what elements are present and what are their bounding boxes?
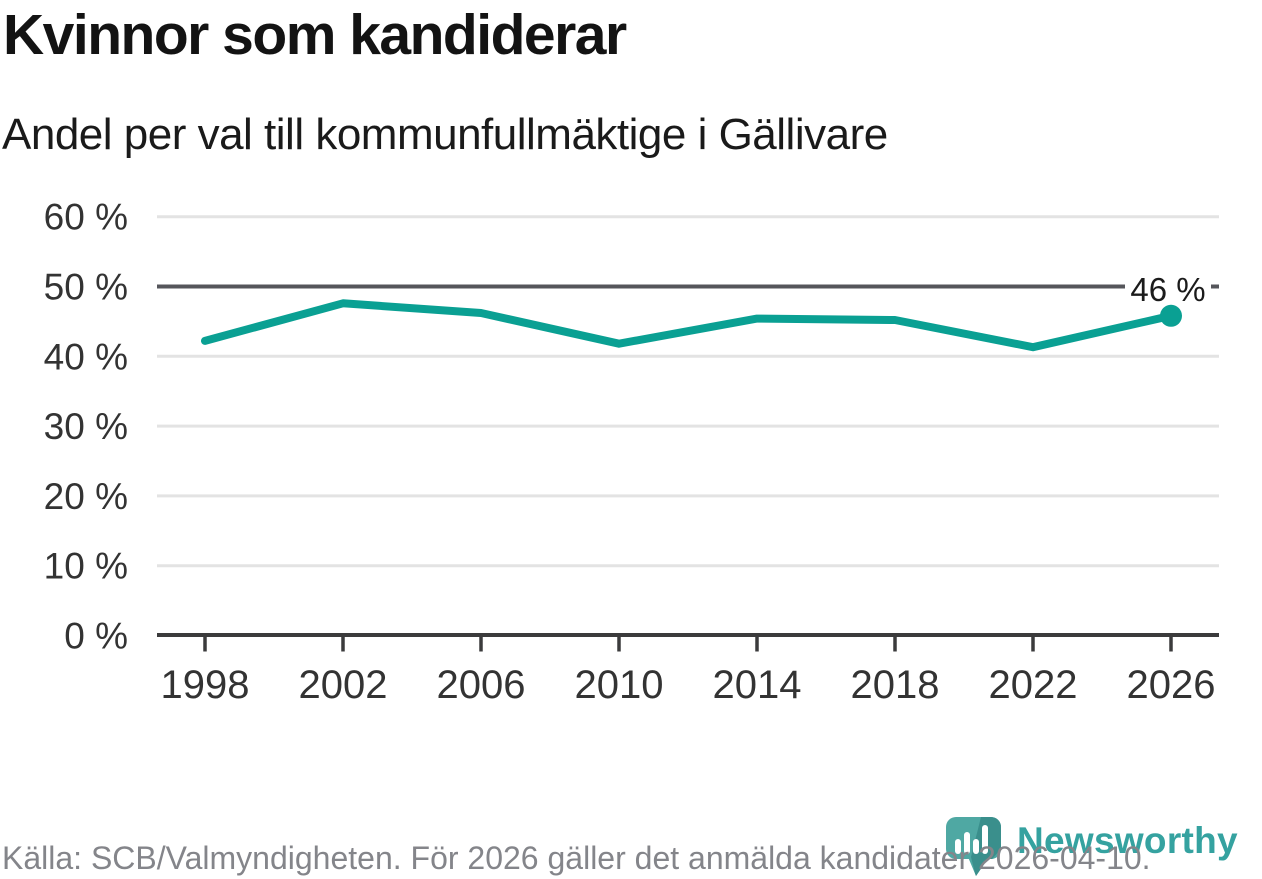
newsworthy-pin-icon	[946, 817, 1001, 876]
newsworthy-logo: Newsworthy	[946, 817, 1238, 877]
y-tick-label: 50 %	[44, 267, 128, 308]
x-tick-label: 2006	[437, 663, 526, 707]
y-tick-label: 40 %	[44, 336, 128, 377]
y-tick-label: 10 %	[44, 546, 128, 587]
chart-subtitle: Andel per val till kommunfullmäktige i G…	[2, 110, 888, 159]
end-value-label: 46 %	[1130, 271, 1205, 308]
data-line	[201, 299, 1175, 352]
end-point-dot	[1160, 304, 1182, 327]
x-tick-label: 1998	[161, 663, 250, 707]
x-tick-label: 2002	[299, 663, 388, 707]
x-tick-label: 2018	[851, 663, 940, 707]
y-tick-label: 0 %	[64, 616, 128, 657]
x-tick-label: 2010	[575, 663, 664, 707]
source-note: Källa: SCB/Valmyndigheten. För 2026 gäll…	[2, 840, 1151, 876]
x-tick-label: 2026	[1127, 663, 1216, 707]
end-label-backdrop	[1125, 274, 1211, 302]
newsworthy-wordmark: Newsworthy	[1017, 820, 1238, 861]
y-tick-label: 20 %	[44, 476, 128, 517]
x-tick-label: 2014	[713, 663, 802, 707]
y-tick-label: 60 %	[44, 197, 128, 238]
x-tick-label: 2022	[989, 663, 1078, 707]
y-tick-label: 30 %	[44, 406, 128, 447]
chart-title: Kvinnor som kandiderar	[3, 3, 627, 67]
